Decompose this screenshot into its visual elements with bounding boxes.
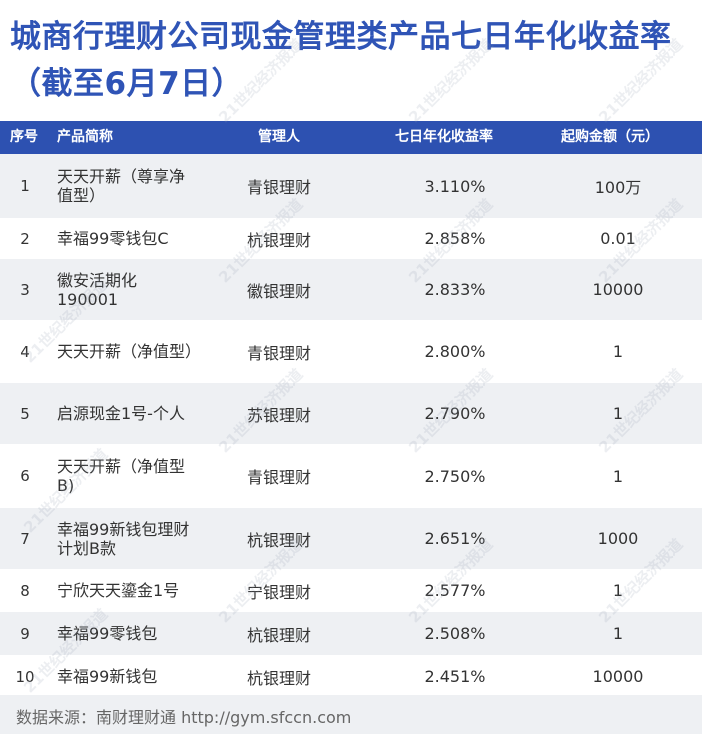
row-index: 8: [20, 581, 30, 600]
manager-name: 青银理财: [247, 343, 312, 363]
seven-day-yield: 2.508%: [424, 624, 486, 643]
row-index: 10: [15, 667, 35, 686]
seven-day-yield: 2.750%: [424, 466, 486, 486]
table-body: 1 天天开薪（尊享净值型） 青银理财 3.110% 100万 2 幸福99零钱包C 杭银理财 2…: [0, 154, 702, 698]
table-row: 3 徽安活期化190001 徽银理财 2.833% 10000: [0, 259, 702, 320]
table-row: 6 天天开薪（净值型B) 青银理财 2.750% 1: [0, 444, 702, 508]
min-purchase-amount: 10000: [592, 280, 644, 299]
manager-name: 青银理财: [247, 468, 312, 487]
row-index: 2: [20, 229, 30, 248]
product-name: 天天开薪（净值型）: [57, 342, 202, 361]
table-row: 7 幸福99新钱包理财计划B款 杭银理财 2.651% 1000: [0, 508, 702, 569]
manager-name: 杭银理财: [247, 625, 312, 645]
header-name: 产品简称: [57, 129, 113, 145]
table-row: 2 幸福99零钱包C 杭银理财 2.858% 0.01: [0, 218, 702, 259]
manager-name: 杭银理财: [247, 668, 312, 688]
footer: 数据来源：南财理财通 http://gym.sfccn.com: [0, 695, 702, 734]
min-purchase-amount: 100万: [594, 178, 642, 197]
yield-table: 序号 产品简称 管理人 七日年化收益率 起购金额（元） 1 天天开薪（尊享净值型）…: [0, 121, 702, 698]
manager-name: 青银理财: [247, 178, 312, 197]
product-name: 宁欣天天鎏金1号: [57, 581, 180, 600]
row-index: 9: [20, 624, 30, 643]
table-row: 5 启源现金1号-个人 苏银理财 2.790% 1: [0, 383, 702, 444]
manager-name: 苏银理财: [247, 405, 312, 425]
data-source: 数据来源：南财理财通 http://gym.sfccn.com: [16, 708, 352, 727]
seven-day-yield: 3.110%: [424, 176, 486, 196]
seven-day-yield: 2.858%: [424, 229, 486, 248]
manager-name: 杭银理财: [247, 230, 312, 250]
product-name: 幸福99零钱包: [57, 624, 158, 643]
row-index: 6: [20, 467, 30, 485]
min-purchase-amount: 1000: [597, 529, 639, 548]
table-row: 9 幸福99零钱包 杭银理财 2.508% 1: [0, 612, 702, 655]
min-purchase-amount: 1: [612, 624, 624, 643]
manager-name: 宁银理财: [247, 582, 312, 602]
product-name: 启源现金1号-个人: [57, 404, 185, 423]
product-name: 天天开薪（尊享净值型）: [57, 167, 186, 205]
min-purchase-amount: 1: [612, 581, 624, 600]
table-header: 序号 产品简称 管理人 七日年化收益率 起购金额（元）: [0, 121, 702, 154]
product-name: 幸福99零钱包C: [57, 229, 169, 248]
seven-day-yield: 2.800%: [424, 342, 486, 361]
header-index: 序号: [10, 129, 38, 145]
seven-day-yield: 2.651%: [424, 529, 486, 548]
header-rate: 七日年化收益率: [395, 129, 493, 145]
table-row: 8 宁欣天天鎏金1号 宁银理财 2.577% 1: [0, 569, 702, 612]
page-title: 城商行理财公司现金管理类产品七日年化收益率（截至6月7日）: [10, 19, 672, 102]
min-purchase-amount: 1: [612, 342, 624, 361]
min-purchase-amount: 10000: [592, 667, 644, 686]
seven-day-yield: 2.577%: [424, 581, 486, 600]
product-name: 天天开薪（净值型B): [57, 457, 186, 495]
row-index: 5: [20, 404, 30, 423]
header-min-amount: 起购金额（元）: [561, 129, 659, 145]
product-name: 幸福99新钱包: [57, 667, 158, 686]
table-row: 4 天天开薪（净值型） 青银理财 2.800% 1: [0, 320, 702, 383]
row-index: 1: [20, 177, 30, 195]
product-name: 徽安活期化190001: [57, 270, 138, 309]
seven-day-yield: 2.833%: [424, 280, 486, 299]
row-index: 3: [20, 280, 30, 299]
seven-day-yield: 2.451%: [424, 667, 486, 686]
seven-day-yield: 2.790%: [424, 404, 486, 423]
product-name: 幸福99新钱包理财计划B款: [57, 519, 190, 558]
header-manager: 管理人: [258, 129, 300, 145]
table-row: 10 幸福99新钱包 杭银理财 2.451% 10000: [0, 655, 702, 698]
manager-name: 徽银理财: [247, 281, 312, 301]
table-row: 1 天天开薪（尊享净值型） 青银理财 3.110% 100万: [0, 154, 702, 218]
row-index: 7: [20, 529, 30, 548]
min-purchase-amount: 1: [612, 466, 624, 486]
manager-name: 杭银理财: [247, 530, 312, 550]
row-index: 4: [20, 342, 30, 361]
min-purchase-amount: 1: [612, 404, 624, 423]
min-purchase-amount: 0.01: [600, 229, 636, 248]
